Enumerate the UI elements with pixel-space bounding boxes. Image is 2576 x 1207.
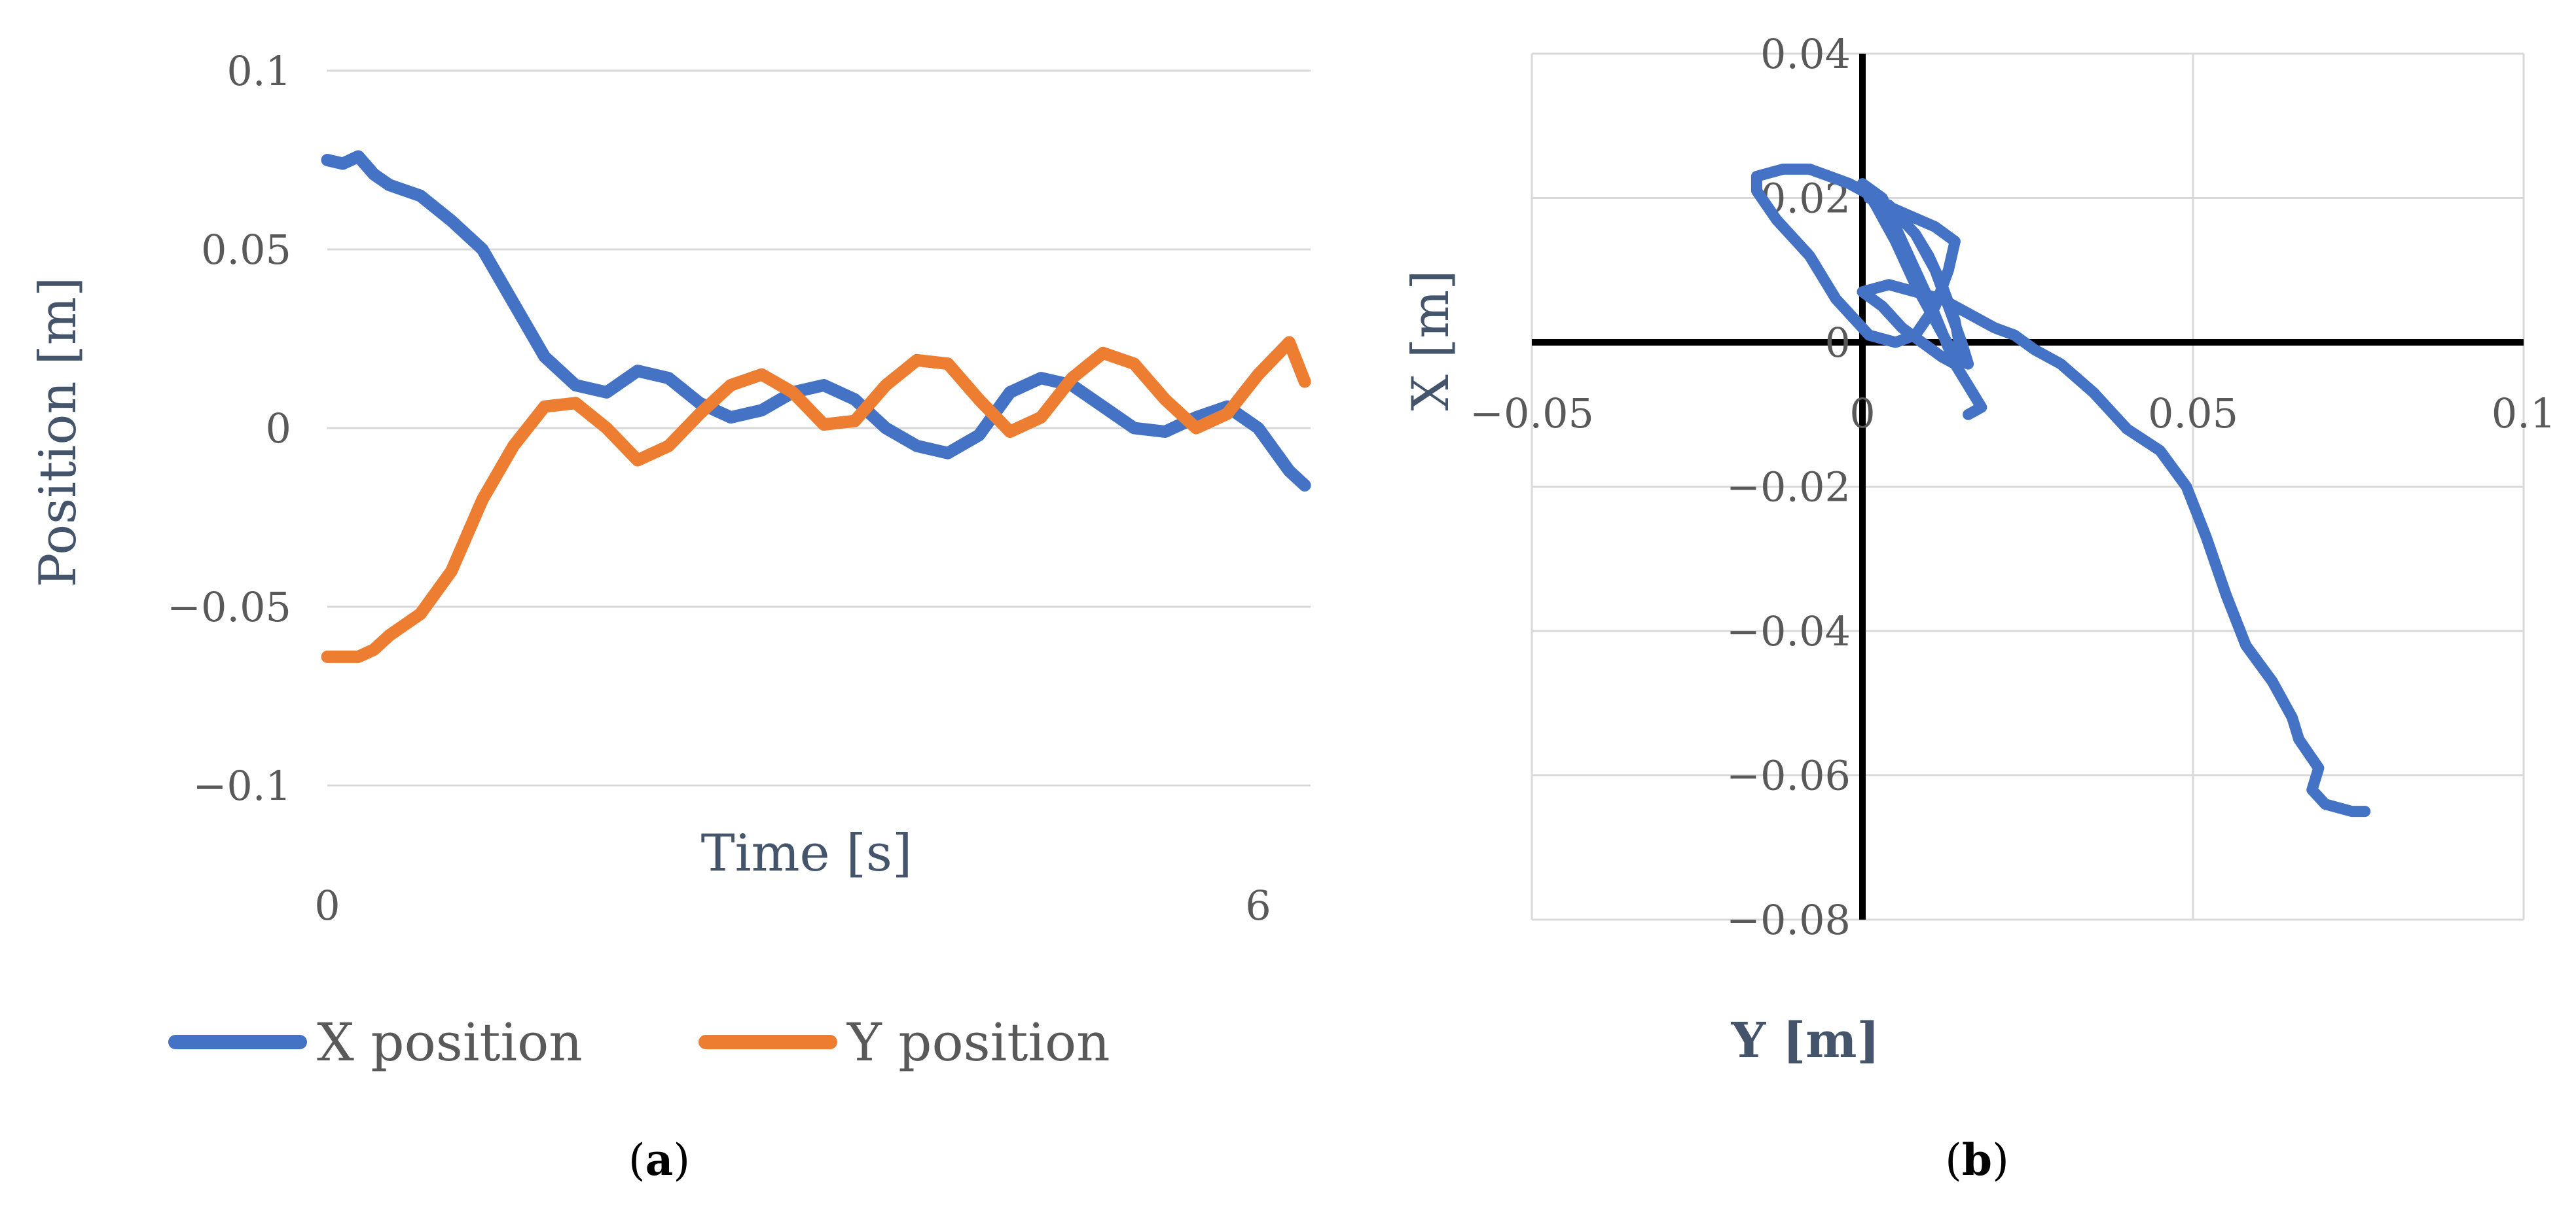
chart-b-y-axis-title: X [m] [1402, 270, 1460, 410]
caption-b: (b) [1945, 1134, 2009, 1185]
chart-b-gridlines [1531, 52, 2525, 921]
chart-b-y-tick-label: −0.08 [1726, 896, 1851, 944]
legend-x-position-label: X position [317, 1012, 583, 1073]
chart-b-y-tick-label: −0.02 [1726, 463, 1851, 511]
chart-b-x-tick-label: 0 [1849, 389, 1875, 437]
chart-a-y-axis-title: Position [m] [29, 277, 88, 587]
chart-a-x-tick-0: 0 [314, 882, 340, 929]
chart-a-y-tick-label: −0.1 [192, 762, 291, 810]
chart-b-y-tick-label: 0.04 [1760, 30, 1851, 78]
caption-a: (a) [628, 1134, 690, 1185]
chart-b-x-tick-label: 0.1 [2492, 389, 2556, 437]
chart-a-series-y-position-line [321, 336, 1311, 663]
chart-b-x-axis-title: Y [m] [1731, 1013, 1880, 1069]
chart-a-legend: X position Y position [168, 1012, 1110, 1073]
chart-a: 0.1 0.05 0 −0.05 −0.1 0 6 Time [s] Position … [29, 47, 1311, 1185]
chart-b-trajectory-line [1751, 163, 2371, 818]
chart-a-y-tick-label: 0.1 [227, 47, 291, 95]
chart-b-y-tick-label: 0 [1825, 319, 1851, 367]
chart-b-x-tick-label: 0.05 [2148, 389, 2238, 437]
legend-y-position-label: Y position [846, 1012, 1110, 1073]
chart-b-x-ticks: −0.05 0 0.05 0.1 [1470, 389, 2556, 437]
chart-a-y-tick-label: 0 [266, 405, 291, 452]
chart-a-x-tick-1: 6 [1245, 882, 1271, 929]
chart-b-x-tick-label: −0.05 [1470, 389, 1594, 437]
chart-a-series-x-position-line [321, 150, 1311, 492]
chart-b: 0.040.020−0.02−0.04−0.06−0.08 −0.05 0 0.05… [1402, 30, 2556, 1185]
chart-a-x-axis-title: Time [s] [701, 824, 913, 883]
chart-b-y-tick-label: −0.04 [1726, 607, 1851, 655]
chart-a-y-tick-label: 0.05 [201, 226, 291, 274]
chart-a-y-tick-label: −0.05 [167, 583, 291, 631]
chart-a-y-ticks: 0.1 0.05 0 −0.05 −0.1 [167, 47, 291, 810]
chart-b-y-tick-label: −0.06 [1726, 752, 1851, 800]
